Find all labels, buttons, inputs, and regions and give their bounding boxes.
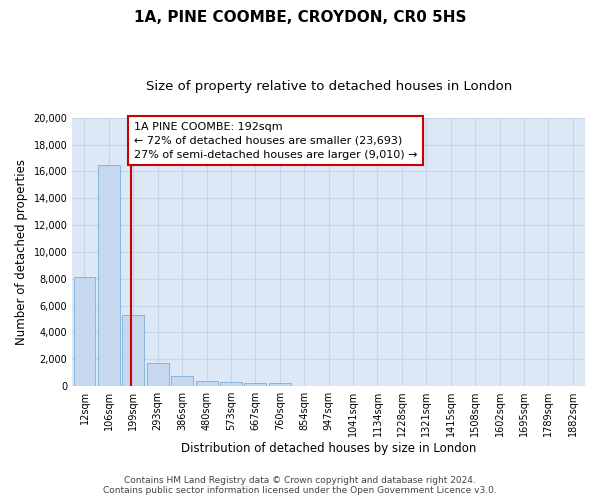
Bar (269, 384, 291, 386)
Bar (74, 278, 95, 386)
Title: Size of property relative to detached houses in London: Size of property relative to detached ho… (146, 80, 512, 93)
X-axis label: Distribution of detached houses by size in London: Distribution of detached houses by size … (181, 442, 476, 455)
Y-axis label: Number of detached properties: Number of detached properties (15, 159, 28, 345)
Bar (171, 376, 193, 386)
Bar (244, 382, 266, 386)
Text: 1A PINE COOMBE: 192sqm
← 72% of detached houses are smaller (23,693)
27% of semi: 1A PINE COOMBE: 192sqm ← 72% of detached… (134, 122, 418, 160)
Text: Contains HM Land Registry data © Crown copyright and database right 2024.
Contai: Contains HM Land Registry data © Crown c… (103, 476, 497, 495)
Bar (220, 382, 242, 386)
Text: 1A, PINE COOMBE, CROYDON, CR0 5HS: 1A, PINE COOMBE, CROYDON, CR0 5HS (134, 10, 466, 25)
Bar (122, 315, 145, 386)
Bar (196, 381, 218, 386)
Bar (147, 362, 169, 386)
Bar (98, 164, 120, 386)
